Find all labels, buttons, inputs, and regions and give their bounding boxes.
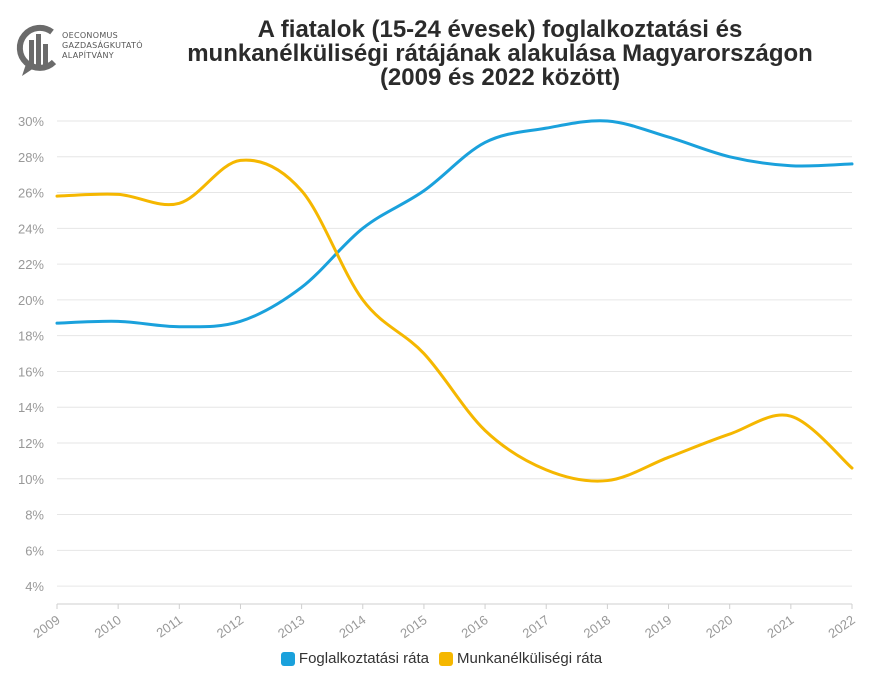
- y-tick-label: 12%: [18, 436, 44, 451]
- x-tick-label: 2014: [336, 612, 368, 641]
- x-tick-label: 2017: [520, 612, 552, 641]
- x-tick-label: 2012: [214, 612, 246, 641]
- y-tick-label: 16%: [18, 364, 44, 379]
- x-tick-label: 2022: [825, 612, 857, 641]
- legend-item-employment[interactable]: Foglalkoztatási ráta: [280, 650, 429, 667]
- grid-lines: [57, 120, 852, 587]
- series-line-employment: [55, 119, 854, 329]
- x-tick-label: 2009: [30, 612, 62, 641]
- y-tick-label: 18%: [18, 329, 44, 344]
- x-tick-label: 2010: [92, 612, 124, 641]
- y-tick-label: 28%: [18, 150, 44, 165]
- y-tick-label: 20%: [18, 293, 44, 308]
- x-tick-label: 2019: [642, 612, 674, 641]
- x-tick-label: 2011: [154, 612, 186, 640]
- x-tick-label: 2020: [703, 612, 735, 641]
- x-tick-label: 2021: [764, 612, 796, 641]
- series-lines: [55, 119, 854, 483]
- y-tick-label: 30%: [18, 114, 44, 129]
- y-tick-label: 14%: [18, 400, 44, 415]
- chart-title-line-1: A fiatalok (15-24 évesek) foglalkoztatás…: [257, 16, 743, 43]
- x-tick-label: 2016: [459, 612, 491, 641]
- chart-title: A fiatalok (15-24 évesek) foglalkoztatás…: [150, 18, 850, 90]
- x-tick-label: 2013: [275, 612, 307, 641]
- x-tick-label: 2015: [397, 612, 429, 641]
- y-tick-label: 8%: [25, 508, 44, 523]
- legend-item-unemployment[interactable]: Munkanélküliségi ráta: [439, 650, 602, 667]
- chart-title-line-3: (2009 és 2022 között): [379, 64, 621, 91]
- y-tick-label: 4%: [25, 579, 44, 594]
- legend-swatch-employment: [280, 651, 295, 666]
- logo-text: OECONOMUS GAZDASÁGKUTATÓ ALAPÍTVÁNY: [62, 31, 143, 60]
- x-tick-label: 2018: [581, 612, 613, 641]
- legend: Foglalkoztatási ráta Munkanélküliségi rá…: [0, 650, 883, 667]
- series-line-unemployment: [55, 158, 854, 483]
- y-axis: 4% 6% 8% 10% 12% 14% 16% 18% 20% 22% 24% 26% 28% 30%: [18, 114, 44, 594]
- y-tick-label: 10%: [18, 472, 44, 487]
- legend-swatch-unemployment: [439, 651, 453, 666]
- y-tick-label: 26%: [18, 186, 44, 201]
- y-tick-label: 6%: [25, 543, 44, 558]
- y-tick-label: 22%: [18, 257, 44, 272]
- legend-label-employment: Foglalkoztatási ráta: [298, 650, 429, 667]
- chart-title-line-2: munkanélküliségi rátájának alakulása Mag…: [187, 40, 813, 67]
- logo-icon: [16, 24, 57, 76]
- legend-label-unemployment: Munkanélküliségi ráta: [457, 650, 603, 667]
- y-tick-label: 24%: [18, 221, 44, 236]
- logo: OECONOMUS GAZDASÁGKUTATÓ ALAPÍTVÁNY: [14, 22, 144, 82]
- x-axis: 2009 2010 2011 2012 2013 2014 2015 2016 2017 2018…: [30, 603, 858, 641]
